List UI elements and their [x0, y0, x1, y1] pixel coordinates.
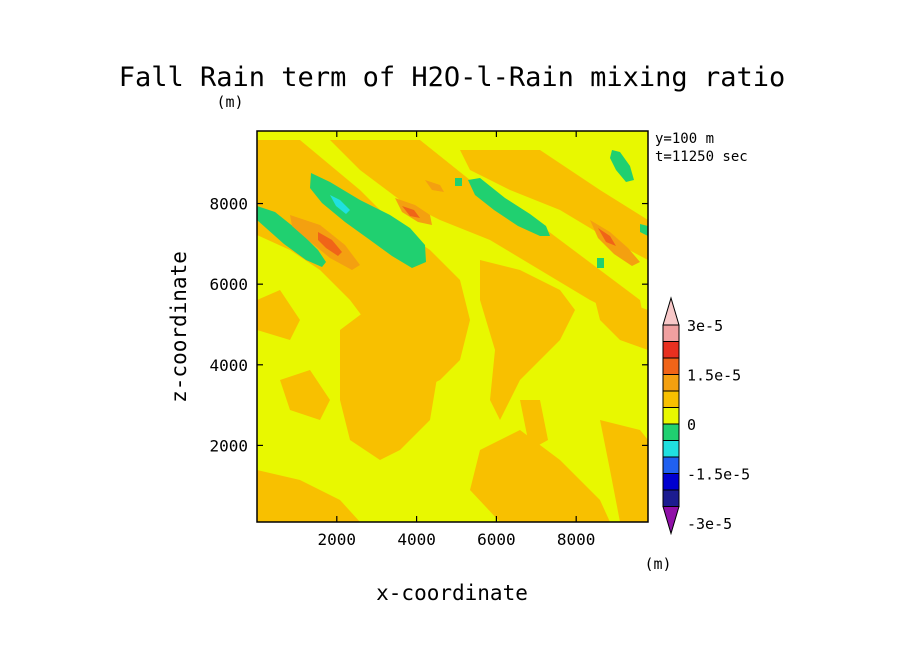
y-tick-label: 8000	[209, 195, 248, 214]
title-units: (m)	[216, 93, 243, 111]
y-tick-label: 6000	[209, 275, 248, 294]
plot-frame	[256, 130, 649, 523]
colorbar-swatch	[662, 473, 680, 491]
contour-negative-green	[310, 173, 426, 268]
colorbar-units: (m)	[644, 555, 671, 573]
contour-negative-green	[610, 150, 634, 182]
colorbar-label: 1.5e-5	[687, 367, 741, 385]
colorbar-swatch	[662, 440, 680, 458]
colorbar-swatch	[662, 341, 680, 359]
y-axis: 2000 4000 6000 8000	[209, 195, 648, 455]
positive-peaks	[290, 180, 640, 270]
x-axis: 2000 4000 6000 8000	[318, 131, 596, 549]
colorbar: 3e-5 1.5e-5 0 -1.5e-5 -3e-5	[662, 296, 750, 536]
colorbar-label: 3e-5	[687, 317, 723, 335]
info-line-t: t=11250 sec	[655, 149, 748, 165]
x-tick-label: 4000	[397, 530, 436, 549]
contour-negative-cyan	[330, 195, 350, 214]
colorbar-swatch	[662, 489, 680, 507]
colorbar-swatch	[662, 374, 680, 392]
contour-positive-band	[590, 280, 648, 350]
y-tick-label: 2000	[209, 436, 248, 455]
contour-positive-red	[318, 232, 342, 256]
colorbar-swatch	[662, 324, 680, 342]
x-tick-label: 8000	[557, 530, 596, 549]
y-axis-label: z-coordinate	[167, 251, 191, 403]
x-axis-label: x-coordinate	[376, 581, 528, 605]
contour-positive-band	[257, 290, 300, 340]
colorbar-top-arrow	[662, 296, 680, 326]
contour-negative-green	[597, 258, 604, 268]
contour-negative-green	[455, 178, 462, 186]
chart-title: Fall Rain term of H2O-l-Rain mixing rati…	[119, 62, 785, 93]
contour-positive-band	[340, 300, 440, 460]
info-line-y: y=100 m	[655, 131, 714, 147]
contour-negative-green	[257, 206, 326, 267]
contour-positive-band	[480, 260, 575, 420]
colorbar-swatch	[662, 423, 680, 441]
colorbar-label: -3e-5	[687, 515, 732, 533]
colorbar-bottom-arrow	[662, 506, 680, 536]
contour-negative-green	[640, 224, 648, 236]
contour-positive-band	[600, 420, 648, 522]
x-tick-label: 2000	[318, 530, 357, 549]
contour-negative-green	[468, 178, 550, 236]
colorbar-label: -1.5e-5	[687, 466, 750, 484]
contour-positive-band	[470, 430, 610, 522]
contour-positive-red	[598, 228, 616, 246]
colorbar-swatch	[662, 357, 680, 375]
contour-positive-band	[257, 470, 360, 522]
contour-positive-band	[280, 370, 330, 420]
contour-positive-red	[402, 206, 420, 218]
contour-positive-band	[330, 140, 648, 340]
contour-positive-band	[520, 400, 548, 450]
plot-area	[257, 131, 648, 522]
negative-contours	[257, 150, 648, 268]
colorbar-swatch	[662, 390, 680, 408]
x-tick-label: 6000	[477, 530, 516, 549]
colorbar-label: 0	[687, 416, 696, 434]
colorbar-swatch	[662, 407, 680, 425]
contour-positive-orange	[425, 180, 444, 192]
colorbar-swatch	[662, 456, 680, 474]
y-tick-label: 4000	[209, 356, 248, 375]
